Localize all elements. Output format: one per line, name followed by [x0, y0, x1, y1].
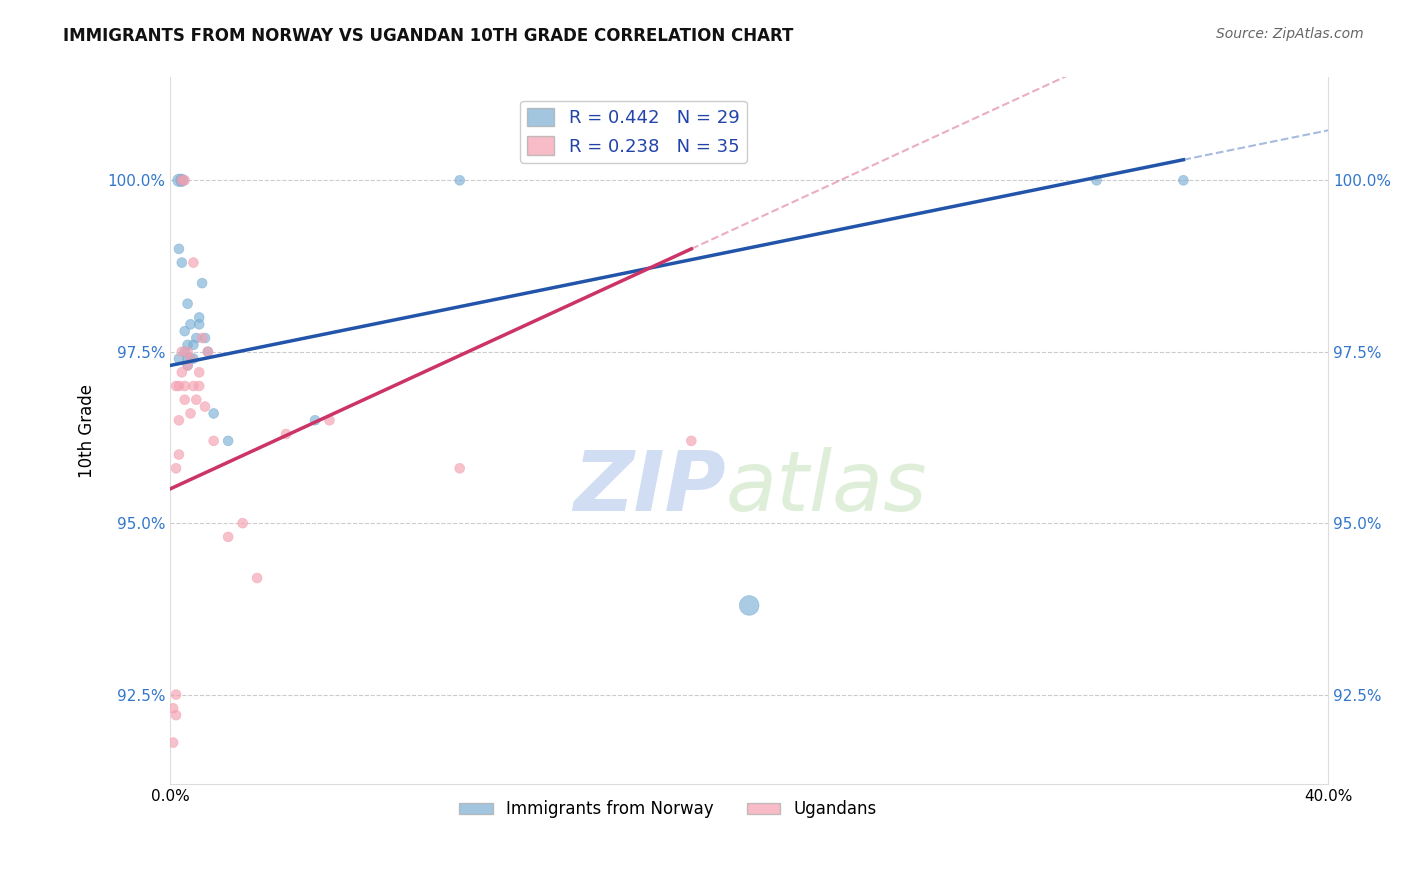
Point [197, 344, 219, 359]
Point [167, 413, 190, 427]
Point [183, 351, 205, 366]
Text: IMMIGRANTS FROM NORWAY VS UGANDAN 10TH GRADE CORRELATION CHART: IMMIGRANTS FROM NORWAY VS UGANDAN 10TH G… [63, 27, 793, 45]
Point [186, 331, 208, 345]
Text: ZIP: ZIP [574, 447, 725, 527]
Point [183, 255, 205, 269]
Point [176, 359, 198, 373]
Point [167, 448, 190, 462]
Y-axis label: 10th Grade: 10th Grade [79, 384, 96, 477]
Point [1085, 173, 1108, 187]
Point [170, 173, 193, 187]
Point [738, 599, 761, 613]
Point [197, 344, 219, 359]
Point [188, 379, 211, 393]
Point [165, 708, 187, 723]
Point [194, 331, 217, 345]
Point [246, 571, 269, 585]
Point [232, 516, 254, 531]
Point [170, 255, 193, 269]
Point [167, 351, 190, 366]
Point [173, 173, 195, 187]
Point [304, 413, 326, 427]
Point [449, 173, 471, 187]
Point [165, 461, 187, 475]
Point [162, 736, 184, 750]
Point [170, 365, 193, 379]
Point [274, 427, 297, 442]
Point [186, 392, 208, 407]
Point [202, 407, 225, 421]
Point [173, 324, 195, 338]
Point [1173, 173, 1195, 187]
Point [217, 530, 239, 544]
Point [188, 318, 211, 332]
Point [173, 379, 195, 393]
Point [167, 173, 190, 187]
Point [179, 351, 201, 366]
Point [176, 351, 198, 366]
Point [165, 688, 187, 702]
Point [188, 310, 211, 325]
Point [173, 344, 195, 359]
Point [681, 434, 703, 448]
Point [170, 173, 193, 187]
Point [194, 400, 217, 414]
Point [183, 338, 205, 352]
Point [318, 413, 340, 427]
Point [179, 351, 201, 366]
Point [176, 359, 198, 373]
Point [179, 407, 201, 421]
Text: atlas: atlas [725, 447, 928, 527]
Point [183, 379, 205, 393]
Point [176, 338, 198, 352]
Point [176, 297, 198, 311]
Point [173, 392, 195, 407]
Point [176, 344, 198, 359]
Point [191, 331, 214, 345]
Point [170, 344, 193, 359]
Legend: Immigrants from Norway, Ugandans: Immigrants from Norway, Ugandans [453, 794, 883, 825]
Text: Source: ZipAtlas.com: Source: ZipAtlas.com [1216, 27, 1364, 41]
Point [170, 173, 193, 187]
Point [167, 242, 190, 256]
Point [179, 318, 201, 332]
Point [191, 276, 214, 290]
Point [188, 365, 211, 379]
Point [449, 461, 471, 475]
Point [167, 379, 190, 393]
Point [217, 434, 239, 448]
Point [202, 434, 225, 448]
Point [165, 379, 187, 393]
Point [162, 701, 184, 715]
